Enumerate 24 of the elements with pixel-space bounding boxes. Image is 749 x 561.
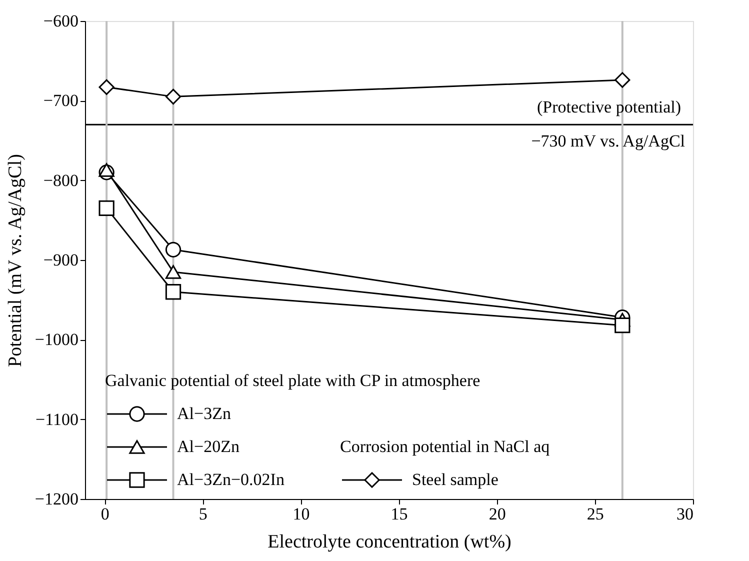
y-tick-label: −900 bbox=[43, 250, 78, 270]
x-tick-label: 5 bbox=[198, 504, 208, 524]
x-tick-label: 20 bbox=[488, 504, 506, 524]
x-tick-label: 0 bbox=[100, 504, 110, 524]
annotation: −730 mV vs. Ag/AgCl bbox=[531, 132, 686, 151]
x-tick-label: 15 bbox=[390, 504, 408, 524]
x-tick-label: 25 bbox=[586, 504, 604, 524]
y-tick-label: −1000 bbox=[34, 330, 78, 350]
y-tick-label: −600 bbox=[43, 12, 78, 30]
annotation: Corrosion potential in NaCl aq bbox=[340, 437, 550, 456]
x-tick-label: 30 bbox=[676, 504, 694, 524]
legend-label: Al−20Zn bbox=[177, 437, 240, 456]
y-axis-title: Potential (mV vs. Ag/AgCl) bbox=[4, 154, 26, 367]
x-axis-title: Electrolyte concentration (wt%) bbox=[268, 532, 512, 552]
legend-label: Steel sample bbox=[412, 470, 498, 489]
legend-label: Al−3Zn bbox=[177, 404, 232, 423]
y-tick-label: −700 bbox=[43, 91, 78, 110]
annotation: Galvanic potential of steel plate with CP in atmosphere bbox=[105, 371, 480, 390]
y-tick-label: −1100 bbox=[36, 410, 78, 429]
annotation: (Protective potential) bbox=[537, 98, 681, 117]
y-tick-label: −1200 bbox=[34, 490, 78, 508]
y-tick-label: −800 bbox=[43, 170, 78, 190]
x-tick-label: 10 bbox=[292, 504, 310, 524]
legend-label: Al−3Zn−0.02In bbox=[177, 470, 285, 489]
